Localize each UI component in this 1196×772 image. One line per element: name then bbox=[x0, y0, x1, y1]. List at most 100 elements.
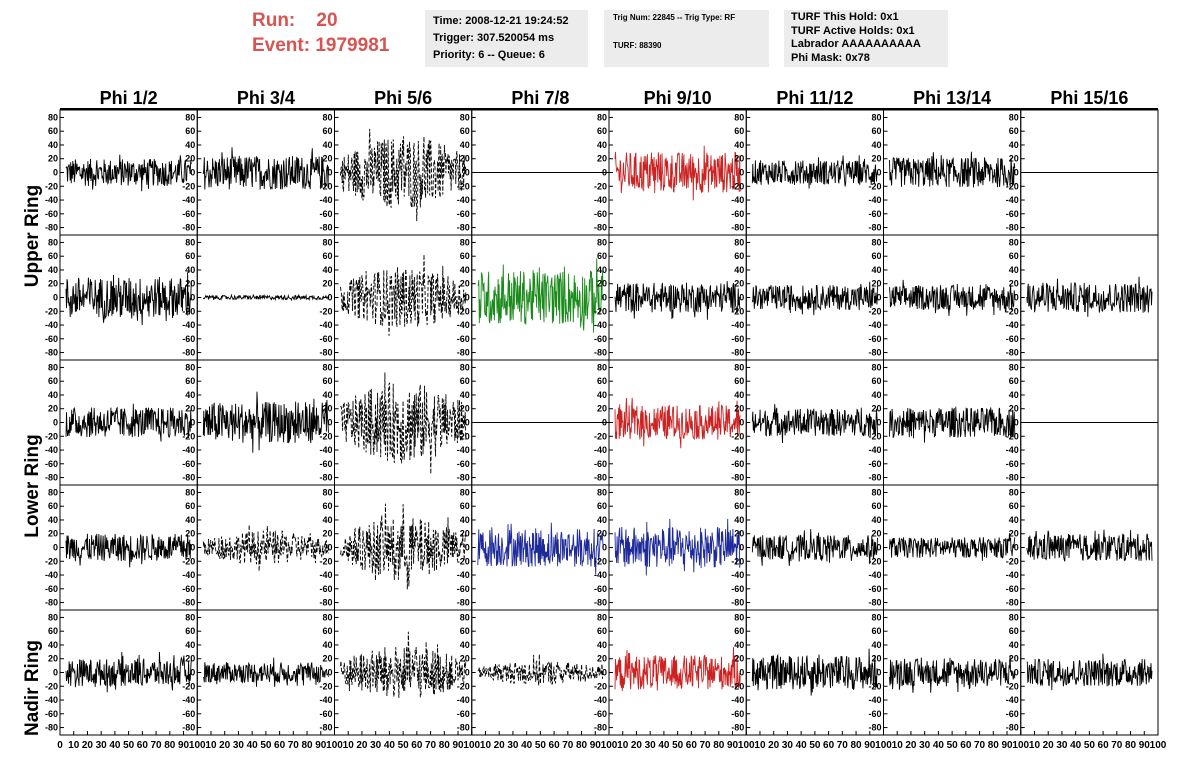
y-tick-label: -20 bbox=[319, 431, 332, 441]
y-tick-label: 40 bbox=[734, 390, 744, 400]
y-tick-label: 20 bbox=[734, 154, 744, 164]
y-tick-label: -60 bbox=[45, 209, 58, 219]
y-tick-label: 0 bbox=[602, 168, 607, 178]
waveform-trace bbox=[202, 524, 329, 572]
y-tick-label: 80 bbox=[871, 487, 881, 497]
y-tick-label: -60 bbox=[868, 334, 881, 344]
x-tick-label: 40 bbox=[1070, 740, 1082, 751]
y-tick-label: -20 bbox=[731, 681, 744, 691]
y-tick-label: -20 bbox=[868, 681, 881, 691]
y-tick-label: -60 bbox=[182, 459, 195, 469]
y-tick-label: 60 bbox=[48, 251, 58, 261]
y-tick-label: -60 bbox=[1006, 709, 1019, 719]
y-tick-label: -40 bbox=[594, 320, 607, 330]
y-tick-label: -20 bbox=[594, 556, 607, 566]
y-tick-label: 20 bbox=[322, 404, 332, 414]
x-tick-label: 80 bbox=[301, 740, 313, 751]
y-tick-label: -80 bbox=[457, 348, 470, 358]
time-line: Time: 2008-12-21 19:24:52 bbox=[433, 15, 569, 27]
x-tick-label: 40 bbox=[384, 740, 396, 751]
y-tick-label: -20 bbox=[731, 431, 744, 441]
y-tick-label: 20 bbox=[597, 654, 607, 664]
y-tick-label: -60 bbox=[319, 584, 332, 594]
y-tick-label: 20 bbox=[48, 154, 58, 164]
y-tick-label: -20 bbox=[457, 556, 470, 566]
y-tick-label: 80 bbox=[1009, 237, 1019, 247]
y-tick-label: 0 bbox=[602, 293, 607, 303]
panel-r2-c3: 80 60 40 20 0 -20 -40 -60 -80 bbox=[319, 234, 473, 361]
panel-r4-c6: 80 60 40 20 0 -20 -40 -60 -80 bbox=[731, 484, 884, 611]
y-tick-label: -40 bbox=[1006, 320, 1019, 330]
panel-r3-c6: 80 60 40 20 0 -20 -40 -60 -80 bbox=[731, 359, 884, 486]
y-tick-label: 20 bbox=[48, 279, 58, 289]
x-tick-label: 100 bbox=[463, 740, 480, 751]
panel-r3-c1: 80 60 40 20 0 -20 -40 -60 -80 bbox=[45, 359, 198, 486]
column-title-4: Phi 7/8 bbox=[511, 88, 569, 108]
y-tick-label: 0 bbox=[739, 168, 744, 178]
x-tick-label: 60 bbox=[549, 740, 561, 751]
y-tick-label: -60 bbox=[319, 209, 332, 219]
y-tick-label: 60 bbox=[185, 501, 195, 511]
x-tick-label: 50 bbox=[809, 740, 821, 751]
y-tick-label: 60 bbox=[871, 626, 881, 636]
x-tick-label: 40 bbox=[521, 740, 533, 751]
y-tick-label: -40 bbox=[45, 445, 58, 455]
column-title-3: Phi 5/6 bbox=[374, 88, 432, 108]
y-tick-label: 0 bbox=[876, 168, 881, 178]
y-tick-label: 60 bbox=[322, 251, 332, 261]
panel-r5-c5: 80 60 40 20 0 -20 -40 -60 -80 bbox=[594, 609, 747, 736]
x-tick-label: 50 bbox=[947, 740, 959, 751]
ring-label-lower: Lower Ring bbox=[22, 434, 43, 537]
y-tick-label: 40 bbox=[1009, 515, 1019, 525]
y-tick-label: 80 bbox=[322, 362, 332, 372]
panel-r5-c2: 80 60 40 20 0 -20 -40 -60 -80 bbox=[182, 609, 335, 736]
panel-r1-c6: 80 60 40 20 0 -20 -40 -60 -80 bbox=[731, 109, 884, 236]
y-tick-label: -20 bbox=[457, 431, 470, 441]
column-title-5: Phi 9/10 bbox=[644, 88, 712, 108]
x-tick-label: 20 bbox=[219, 740, 231, 751]
y-tick-label: -80 bbox=[45, 598, 58, 608]
y-tick-label: -20 bbox=[45, 681, 58, 691]
y-tick-label: -40 bbox=[1006, 695, 1019, 705]
y-tick-label: -40 bbox=[731, 195, 744, 205]
x-axis-labels: 0 10 20 30 40 50 60 70 80 90 100 10 20 30 40 50 60 70 80 90… bbox=[57, 731, 1167, 751]
y-tick-label: 60 bbox=[185, 251, 195, 261]
x-tick-label: 10 bbox=[68, 740, 80, 751]
x-tick-label: 10 bbox=[205, 740, 217, 751]
x-tick-label: 30 bbox=[1056, 740, 1068, 751]
y-tick-label: -20 bbox=[1006, 181, 1019, 191]
waveform-trace bbox=[751, 404, 878, 444]
y-tick-label: 0 bbox=[465, 668, 470, 678]
y-tick-label: 60 bbox=[734, 126, 744, 136]
y-tick-label: 60 bbox=[734, 501, 744, 511]
panel-r1-c1: 80 60 40 20 0 -20 -40 -60 -80 bbox=[45, 109, 198, 236]
waveform-trace bbox=[202, 147, 329, 191]
y-tick-label: 0 bbox=[739, 293, 744, 303]
x-tick-label: 90 bbox=[452, 740, 464, 751]
y-tick-label: -20 bbox=[45, 556, 58, 566]
x-tick-label: 40 bbox=[109, 740, 121, 751]
y-tick-label: -60 bbox=[594, 584, 607, 594]
y-tick-label: -20 bbox=[1006, 431, 1019, 441]
y-tick-label: 0 bbox=[327, 168, 332, 178]
y-tick-label: 20 bbox=[185, 654, 195, 664]
x-tick-label: 90 bbox=[1139, 740, 1151, 751]
waveform-trace bbox=[889, 533, 1016, 561]
y-tick-label: -20 bbox=[731, 181, 744, 191]
y-tick-label: 0 bbox=[53, 168, 58, 178]
x-tick-label: 100 bbox=[601, 740, 618, 751]
y-tick-label: -60 bbox=[457, 459, 470, 469]
y-tick-label: 0 bbox=[739, 418, 744, 428]
y-tick-label: 40 bbox=[185, 265, 195, 275]
x-tick-label: 30 bbox=[645, 740, 657, 751]
x-tick-label: 20 bbox=[768, 740, 780, 751]
waveform-trace bbox=[477, 654, 604, 686]
y-tick-label: -20 bbox=[731, 556, 744, 566]
x-tick-label: 90 bbox=[727, 740, 739, 751]
y-tick-label: 0 bbox=[465, 543, 470, 553]
y-tick-label: 60 bbox=[322, 376, 332, 386]
ring-titles: Upper Ring Lower Ring Nadir Ring bbox=[22, 185, 43, 736]
y-tick-label: -40 bbox=[319, 570, 332, 580]
y-tick-label: -80 bbox=[319, 473, 332, 483]
y-tick-label: -80 bbox=[731, 223, 744, 233]
